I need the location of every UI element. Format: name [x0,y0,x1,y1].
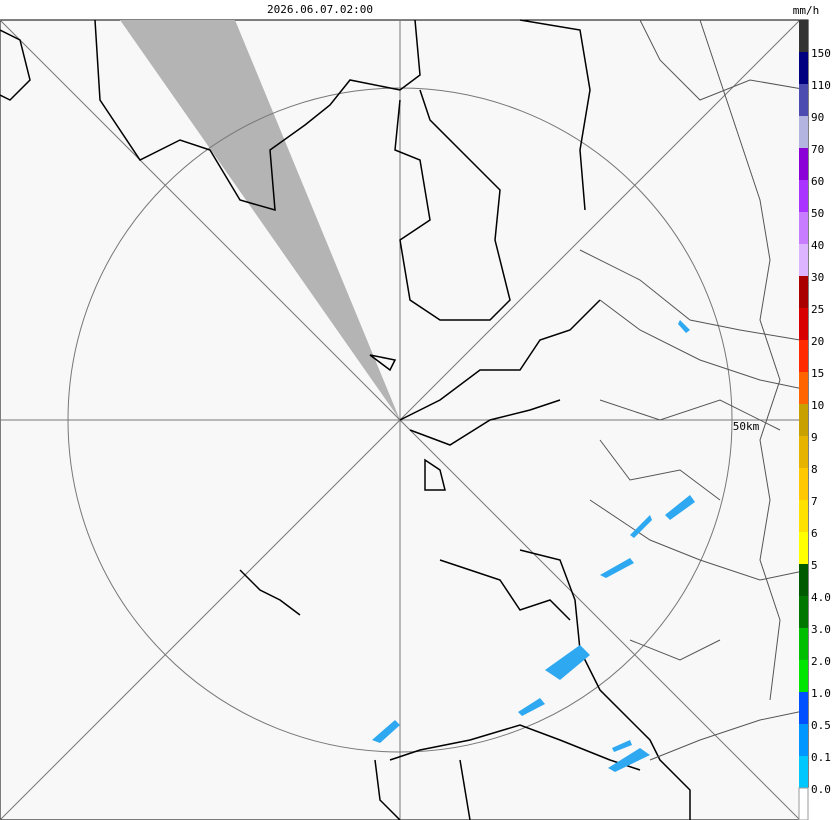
scale-label: 40 [811,239,824,252]
scale-swatch [798,787,809,820]
scale-swatch [799,660,808,692]
scale-label: 0.5 [811,719,831,732]
scale-swatch [799,564,808,596]
scale-label: 3.0 [811,623,831,636]
scale-swatch [799,596,808,628]
scale-label: 50 [811,207,824,220]
scale-swatch [799,20,808,52]
scale-label: 4.0 [811,591,831,604]
scale-swatch [799,532,808,564]
scale-label: 10 [811,399,824,412]
blocked-sector [120,20,400,420]
unit-label: mm/h [793,4,820,17]
scale-swatch [799,340,808,372]
admin-borders [579,19,809,761]
scale-label: 2.0 [811,655,831,668]
scale-label: 5 [811,559,818,572]
scale-swatch [799,628,808,660]
scale-label: 30 [811,271,824,284]
scale-label: 150 [811,47,831,60]
scale-label: 15 [811,367,824,380]
scale-swatch [799,244,808,276]
scale-label: 90 [811,111,824,124]
scale-swatch [799,180,808,212]
scale-swatch [799,372,808,404]
scale-swatch [799,468,808,500]
map: 50km [0,19,809,820]
coastline [0,19,691,820]
scale-swatch [799,212,808,244]
scale-label: 8 [811,463,818,476]
scale-label: 7 [811,495,818,508]
scale-swatch [799,276,808,308]
scale-label: 0.1 [811,751,831,764]
scale-label: 9 [811,431,818,444]
precipitation-echoes [372,320,695,772]
scale-label: 110 [811,79,831,92]
scale-swatch [799,404,808,436]
scale-label: 70 [811,143,824,156]
scale-label: 60 [811,175,824,188]
color-scale: 150 110 90 70 60 50 40 30 25 20 15 10 9 8 7 6 5 4.0 3.0 2.0… [798,20,831,820]
scale-swatch [799,500,808,532]
scale-swatch [799,756,808,788]
scale-label: 1.0 [811,687,831,700]
scale-label: 25 [811,303,824,316]
scale-swatch [799,148,808,180]
scale-swatch [799,436,808,468]
scale-swatch [799,52,808,84]
timestamp: 2026.06.07.02:00 [267,3,373,16]
scale-label: 6 [811,527,818,540]
scale-swatch [799,116,808,148]
scale-swatch [799,84,808,116]
scale-swatch [799,724,808,756]
scale-label: 20 [811,335,824,348]
scale-swatch [799,308,808,340]
scale-swatch [799,692,808,724]
range-label: 50km [733,420,760,433]
scale-label: 0.0 [811,783,831,796]
